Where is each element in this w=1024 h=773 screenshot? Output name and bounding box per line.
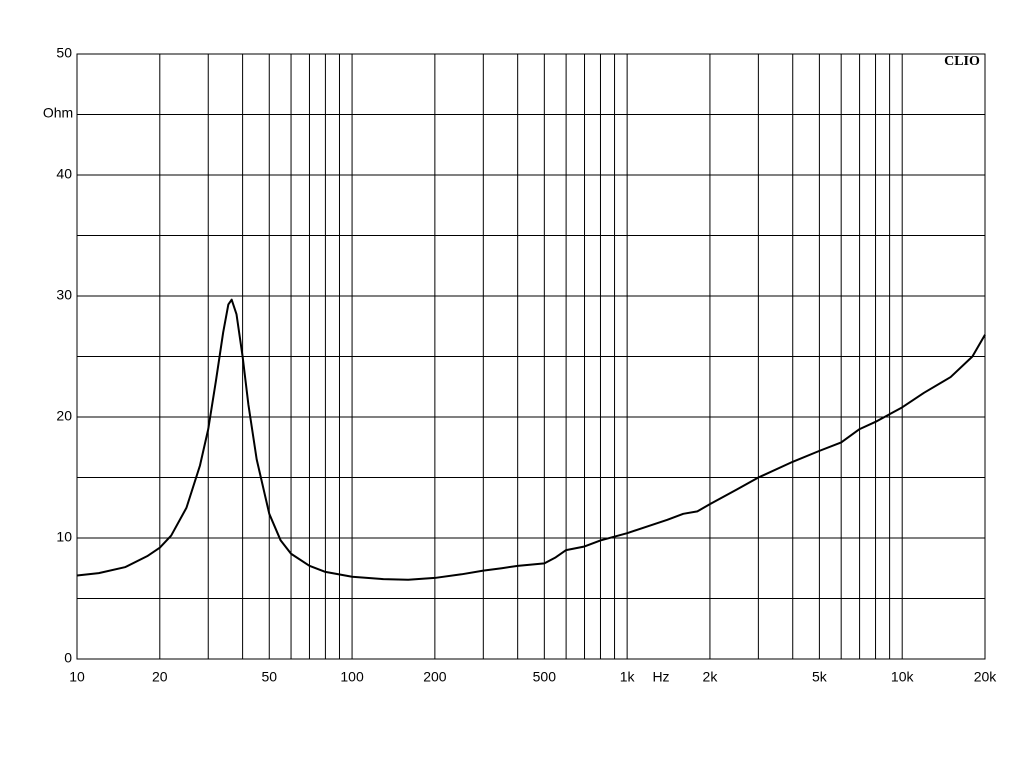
y-tick-label: 40 — [56, 166, 72, 182]
x-tick-label: 100 — [340, 669, 364, 685]
x-tick-label: 10k — [891, 669, 915, 685]
y-tick-label: 0 — [64, 650, 72, 666]
y-tick-label: 20 — [56, 408, 72, 424]
x-tick-label: 500 — [533, 669, 557, 685]
impedance-curve — [76, 298, 986, 581]
y-tick-label: 30 — [56, 287, 72, 303]
x-tick-label: 10 — [69, 669, 85, 685]
y-axis-label: Ohm — [43, 105, 73, 121]
x-tick-label: 20 — [152, 669, 168, 685]
x-tick-label: 200 — [423, 669, 447, 685]
x-tick-label: 50 — [261, 669, 277, 685]
x-tick-label: 2k — [703, 669, 719, 685]
y-tick-label: 10 — [56, 529, 72, 545]
x-axis-label: Hz — [652, 669, 669, 685]
x-tick-label: 5k — [812, 669, 828, 685]
x-tick-label: 20k — [974, 669, 998, 685]
y-tick-label: 50 — [56, 45, 72, 61]
x-tick-label: 1k — [620, 669, 636, 685]
watermark: CLIO — [944, 54, 980, 69]
